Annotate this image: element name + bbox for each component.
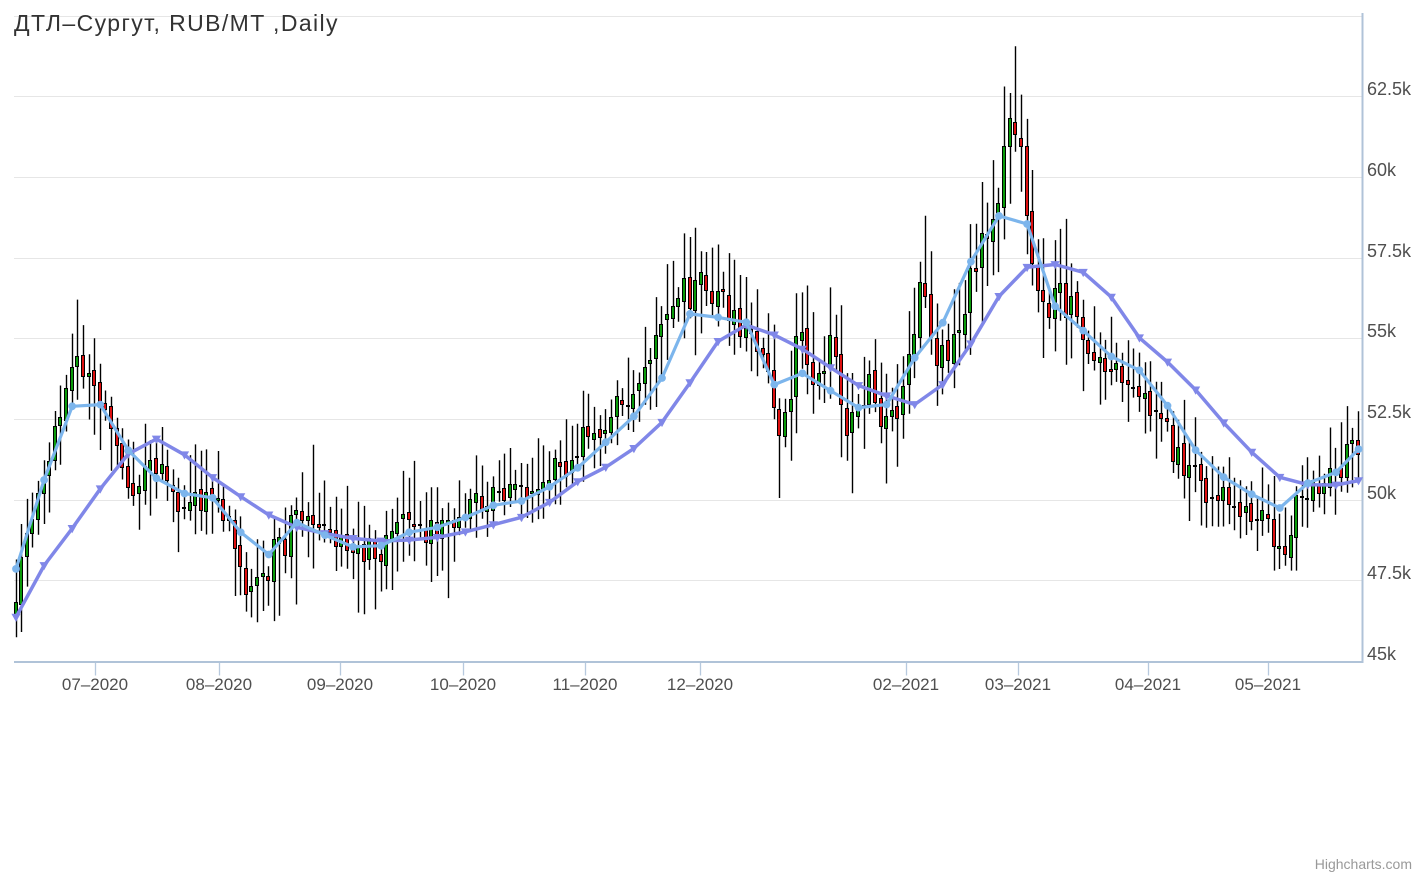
svg-text:03–2021: 03–2021 <box>985 675 1051 694</box>
svg-text:52.5k: 52.5k <box>1367 402 1412 422</box>
svg-text:12–2020: 12–2020 <box>667 675 733 694</box>
svg-text:07–2020: 07–2020 <box>62 675 128 694</box>
svg-text:45k: 45k <box>1367 644 1397 664</box>
svg-text:Highcharts.com: Highcharts.com <box>1315 856 1412 872</box>
svg-text:02–2021: 02–2021 <box>873 675 939 694</box>
svg-text:10–2020: 10–2020 <box>430 675 496 694</box>
svg-text:47.5k: 47.5k <box>1367 563 1412 583</box>
svg-text:05–2021: 05–2021 <box>1235 675 1301 694</box>
svg-text:50k: 50k <box>1367 483 1397 503</box>
svg-text:04–2021: 04–2021 <box>1115 675 1181 694</box>
svg-text:09–2020: 09–2020 <box>307 675 373 694</box>
svg-text:60k: 60k <box>1367 160 1397 180</box>
svg-text:08–2020: 08–2020 <box>186 675 252 694</box>
svg-text:ДТЛ–Сургут, RUB/MT ,Daily: ДТЛ–Сургут, RUB/MT ,Daily <box>14 10 339 36</box>
svg-text:57.5k: 57.5k <box>1367 241 1412 261</box>
svg-text:62.5k: 62.5k <box>1367 79 1412 99</box>
svg-text:11–2020: 11–2020 <box>553 675 618 694</box>
svg-text:55k: 55k <box>1367 321 1397 341</box>
